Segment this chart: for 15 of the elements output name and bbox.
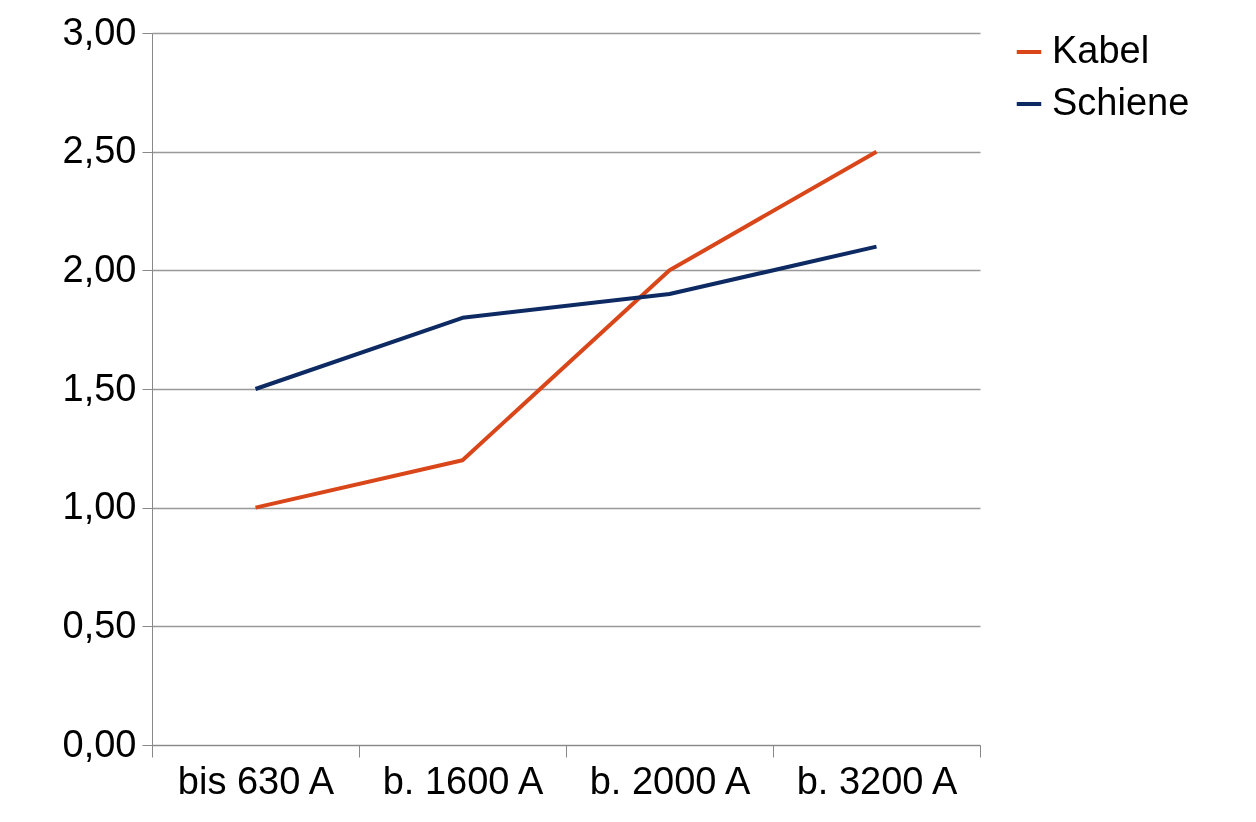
y-tick-label: 1,00 <box>62 485 137 528</box>
legend-label: Schiene <box>1052 81 1190 123</box>
y-tick-label: 2,00 <box>62 247 137 290</box>
line-series <box>253 244 879 391</box>
y-tick-label: 3,00 <box>62 10 137 53</box>
y-tick-label: 0,50 <box>62 603 137 646</box>
x-tick-label: bis 630 A <box>177 759 335 802</box>
y-tick-label: 0,00 <box>62 722 137 765</box>
x-tick-label: b. 3200 A <box>796 759 958 802</box>
legend-label: Kabel <box>1052 29 1150 71</box>
y-tick-label: 2,50 <box>62 129 137 172</box>
y-tick-label: 1,50 <box>62 366 137 409</box>
line-series <box>253 149 879 510</box>
x-tick-label: b. 1600 A <box>382 759 544 802</box>
x-tick-label: b. 2000 A <box>589 759 751 802</box>
